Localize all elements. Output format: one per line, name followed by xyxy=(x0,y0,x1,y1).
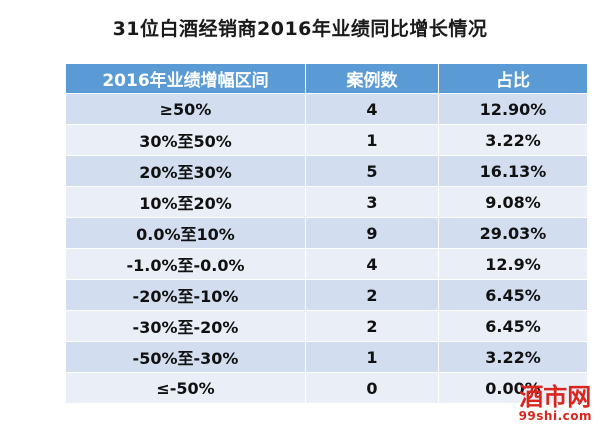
cell-share: 12.90% xyxy=(438,93,588,125)
cell-share: 9.08% xyxy=(438,186,588,218)
cell-count: 4 xyxy=(305,248,439,280)
cell-range: 30%至50% xyxy=(65,124,306,156)
cell-count: 2 xyxy=(305,279,439,311)
watermark-logo: 酒市网 99shi.com xyxy=(518,382,592,423)
cell-range: ≤-50% xyxy=(65,372,306,404)
cell-count: 1 xyxy=(305,124,439,156)
table-row: ≥50% 4 12.90% xyxy=(65,93,588,125)
cell-range: ≥50% xyxy=(65,93,306,125)
cell-count: 3 xyxy=(305,186,439,218)
cell-range: 20%至30% xyxy=(65,155,306,187)
cell-share: 12.9% xyxy=(438,248,588,280)
table-title: 31位白酒经销商2016年业绩同比增长情况 xyxy=(112,18,488,40)
cell-range: -30%至-20% xyxy=(65,310,306,342)
cell-share: 3.22% xyxy=(438,341,588,373)
table-row: 0.0%至10% 9 29.03% xyxy=(65,217,588,249)
cell-count: 5 xyxy=(305,155,439,187)
cell-share: 3.22% xyxy=(438,124,588,156)
header-row: 2016年业绩增幅区间 案例数 占比 xyxy=(65,63,588,94)
cell-range: 0.0%至10% xyxy=(65,217,306,249)
table-row: -50%至-30% 1 3.22% xyxy=(65,341,588,373)
cell-count: 2 xyxy=(305,310,439,342)
cell-share: 6.45% xyxy=(438,279,588,311)
cell-share: 6.45% xyxy=(438,310,588,342)
cell-range: 10%至20% xyxy=(65,186,306,218)
cell-count: 0 xyxy=(305,372,439,404)
cell-share: 29.03% xyxy=(438,217,588,249)
growth-table: 2016年业绩增幅区间 案例数 占比 ≥50% 4 12.90% 30%至50%… xyxy=(65,63,588,404)
watermark-text: 酒市网 xyxy=(519,382,592,411)
cell-count: 1 xyxy=(305,341,439,373)
table-row: -1.0%至-0.0% 4 12.9% xyxy=(65,248,588,280)
table-row: -20%至-10% 2 6.45% xyxy=(65,279,588,311)
cell-share: 16.13% xyxy=(438,155,588,187)
cell-range: -50%至-30% xyxy=(65,341,306,373)
cell-range: -20%至-10% xyxy=(65,279,306,311)
watermark-url: 99shi.com xyxy=(518,409,592,423)
table-row: 20%至30% 5 16.13% xyxy=(65,155,588,187)
cell-count: 4 xyxy=(305,93,439,125)
cell-count: 9 xyxy=(305,217,439,249)
table-row: 10%至20% 3 9.08% xyxy=(65,186,588,218)
cell-range: -1.0%至-0.0% xyxy=(65,248,306,280)
column-header-share: 占比 xyxy=(438,63,588,94)
column-header-range: 2016年业绩增幅区间 xyxy=(65,63,306,94)
table-row: 30%至50% 1 3.22% xyxy=(65,124,588,156)
table-row: ≤-50% 0 0.00% xyxy=(65,372,588,404)
cell-share: 0.00% xyxy=(438,372,588,404)
table-row: -30%至-20% 2 6.45% xyxy=(65,310,588,342)
column-header-count: 案例数 xyxy=(305,63,439,94)
